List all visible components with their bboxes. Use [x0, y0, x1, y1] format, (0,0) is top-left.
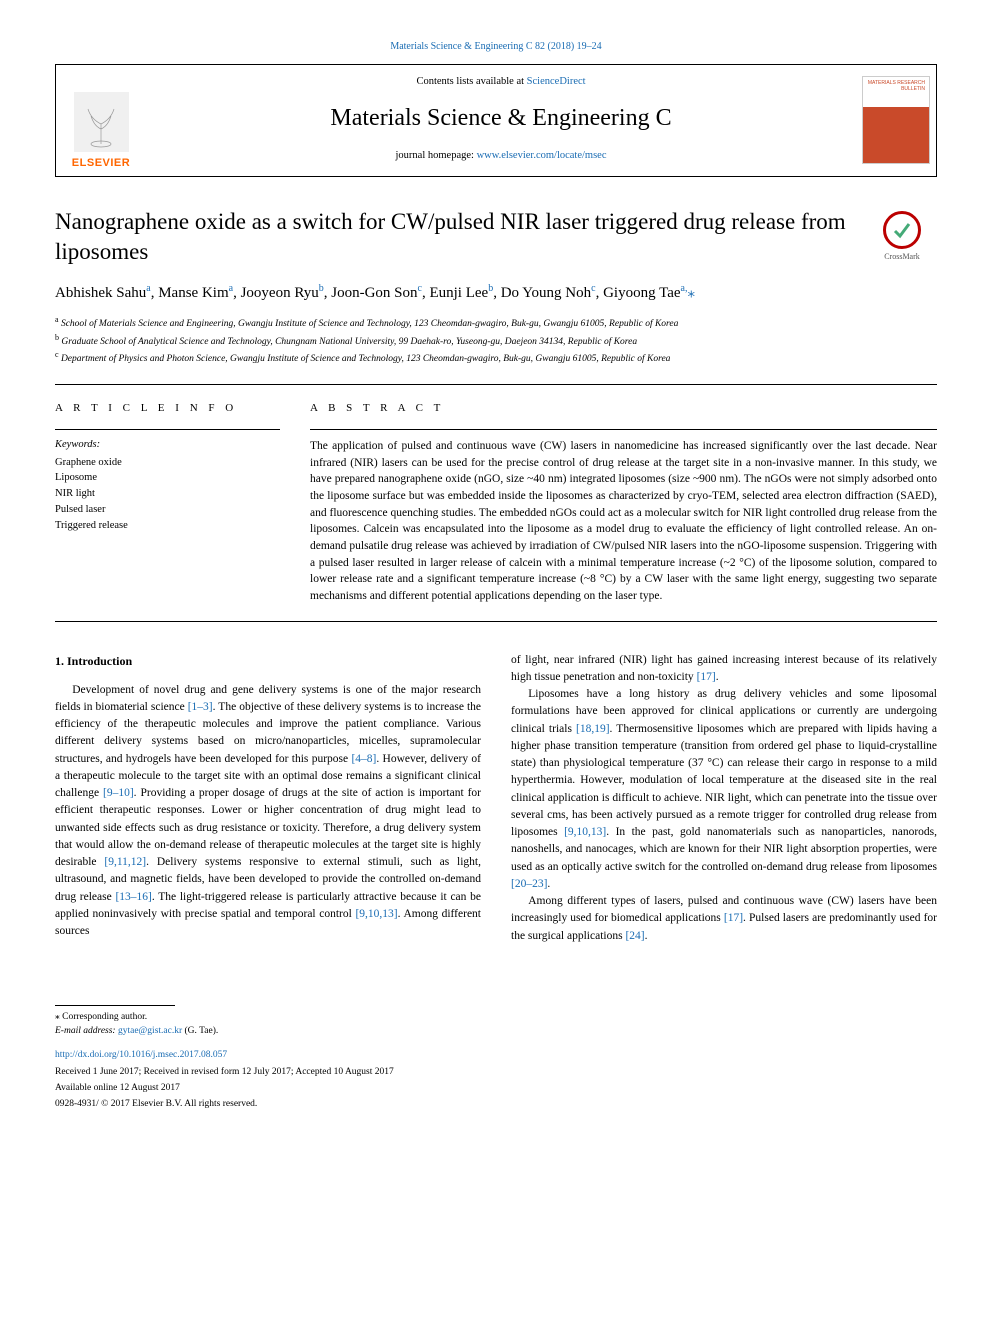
intro-para-1: Development of novel drug and gene deliv… — [55, 682, 481, 941]
keyword: Graphene oxide — [55, 455, 280, 471]
elsevier-tree-icon — [74, 92, 129, 152]
crossmark-label: CrossMark — [884, 251, 920, 262]
sciencedirect-link[interactable]: ScienceDirect — [527, 76, 586, 87]
cover-text: MATERIALS RESEARCH BULLETIN — [867, 81, 925, 92]
keywords-list: Graphene oxideLiposomeNIR lightPulsed la… — [55, 455, 280, 534]
journal-cover-thumb: MATERIALS RESEARCH BULLETIN — [856, 65, 936, 176]
divider-bottom — [55, 621, 937, 622]
contents-prefix: Contents lists available at — [416, 76, 526, 87]
elsevier-logo: ELSEVIER — [56, 65, 146, 176]
article-info-label: A R T I C L E I N F O — [55, 401, 280, 416]
footer: ⁎ Corresponding author. E-mail address: … — [55, 1005, 937, 1112]
journal-header-box: ELSEVIER Contents lists available at Sci… — [55, 64, 937, 177]
body-two-column: 1. Introduction Development of novel dru… — [55, 652, 937, 945]
body-column-right: of light, near infrared (NIR) light has … — [511, 652, 937, 945]
abstract-column: A B S T R A C T The application of pulse… — [310, 401, 937, 604]
keyword: Pulsed laser — [55, 502, 280, 518]
keyword: Liposome — [55, 470, 280, 486]
info-rule — [55, 429, 280, 430]
abstract-label: A B S T R A C T — [310, 401, 937, 416]
affiliation-line: a School of Materials Science and Engine… — [55, 314, 937, 331]
article-title: Nanographene oxide as a switch for CW/pu… — [55, 207, 847, 267]
col2-continuation: of light, near infrared (NIR) light has … — [511, 652, 937, 687]
intro-heading: 1. Introduction — [55, 652, 481, 670]
col2-para-2: Liposomes have a long history as drug de… — [511, 686, 937, 893]
divider-top — [55, 384, 937, 385]
header-center: Contents lists available at ScienceDirec… — [146, 65, 856, 176]
homepage-line: journal homepage: www.elsevier.com/locat… — [156, 149, 846, 164]
email-person: (G. Tae). — [182, 1026, 218, 1036]
contents-lists-line: Contents lists available at ScienceDirec… — [156, 75, 846, 90]
doi-link[interactable]: http://dx.doi.org/10.1016/j.msec.2017.08… — [55, 1048, 937, 1062]
available-line: Available online 12 August 2017 — [55, 1081, 937, 1095]
email-label: E-mail address: — [55, 1026, 118, 1036]
affiliation-line: c Department of Physics and Photon Scien… — [55, 349, 937, 366]
keyword: Triggered release — [55, 518, 280, 534]
journal-reference-top: Materials Science & Engineering C 82 (20… — [55, 40, 937, 54]
keywords-label: Keywords: — [55, 438, 280, 453]
homepage-prefix: journal homepage: — [396, 150, 477, 161]
affiliation-line: b Graduate School of Analytical Science … — [55, 332, 937, 349]
homepage-link[interactable]: www.elsevier.com/locate/msec — [477, 150, 607, 161]
abstract-text: The application of pulsed and continuous… — [310, 438, 937, 605]
keyword: NIR light — [55, 486, 280, 502]
abstract-rule — [310, 429, 937, 430]
affiliations: a School of Materials Science and Engine… — [55, 314, 937, 366]
corresponding-author: ⁎ Corresponding author. — [55, 1010, 937, 1024]
email-link[interactable]: gytae@gist.ac.kr — [118, 1026, 182, 1036]
elsevier-wordmark: ELSEVIER — [72, 156, 130, 171]
journal-name: Materials Science & Engineering C — [156, 102, 846, 136]
cover-image: MATERIALS RESEARCH BULLETIN — [862, 76, 930, 164]
article-info-column: A R T I C L E I N F O Keywords: Graphene… — [55, 401, 280, 604]
col2-para-3: Among different types of lasers, pulsed … — [511, 893, 937, 945]
copyright-line: 0928-4931/ © 2017 Elsevier B.V. All righ… — [55, 1097, 937, 1111]
footer-rule — [55, 1005, 175, 1006]
author-list: Abhishek Sahua, Manse Kima, Jooyeon Ryub… — [55, 281, 937, 305]
email-line: E-mail address: gytae@gist.ac.kr (G. Tae… — [55, 1024, 937, 1038]
crossmark-icon — [883, 211, 921, 249]
body-column-left: 1. Introduction Development of novel dru… — [55, 652, 481, 945]
received-line: Received 1 June 2017; Received in revise… — [55, 1065, 937, 1079]
crossmark-badge[interactable]: CrossMark — [867, 211, 937, 262]
